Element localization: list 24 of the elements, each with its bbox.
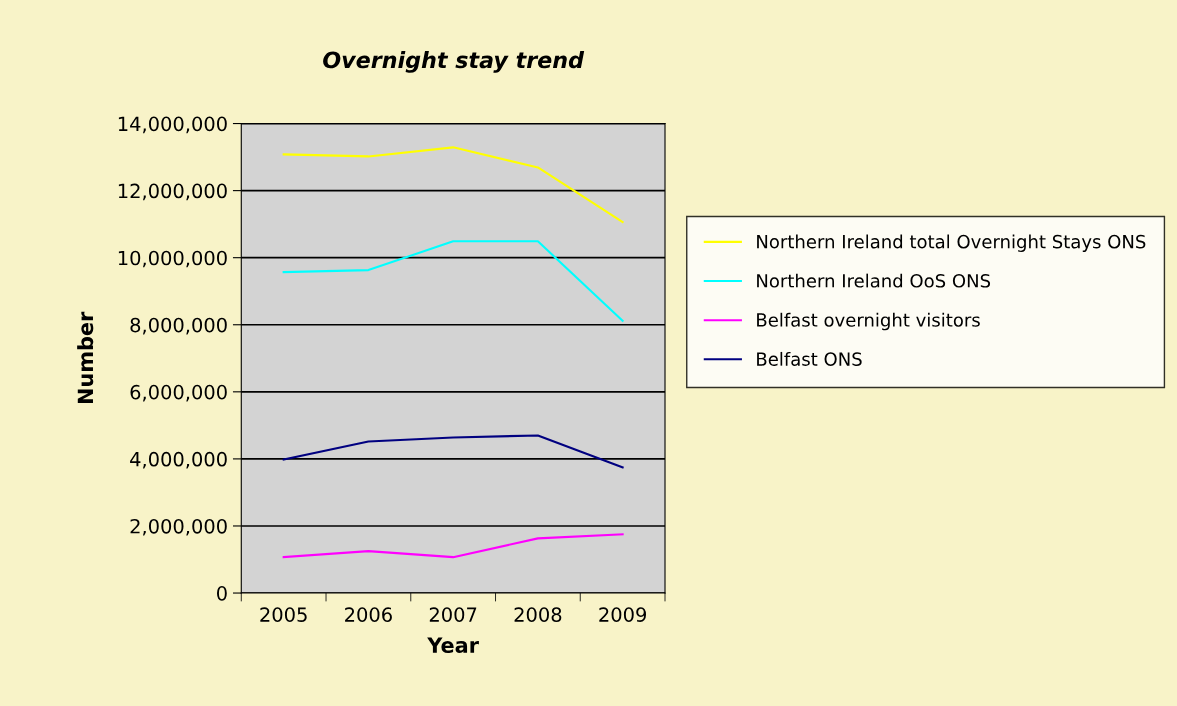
y-tick-label: 14,000,000 [118, 116, 227, 134]
x-tick-label: 2005 [260, 607, 307, 622]
line-series [282, 434, 624, 469]
y-axis-title: Number [77, 311, 94, 404]
x-axis-title: Year [427, 637, 479, 653]
legend-label: Belfast overnight visitors [757, 312, 980, 331]
y-tick-label: 0 [217, 586, 227, 601]
line-series [282, 146, 624, 224]
legend-label: Northern Ireland OoS ONS [757, 273, 991, 288]
legend-label: Belfast ONS [757, 351, 862, 366]
x-tick-label: 2007 [429, 607, 477, 622]
x-tick-label: 2006 [345, 607, 392, 622]
y-tick-label: 10,000,000 [118, 250, 227, 268]
x-tick-label: 2008 [514, 607, 562, 622]
line-series [282, 240, 624, 322]
legend-label: Northern Ireland total Overnight Stays ONS [757, 234, 1146, 252]
y-tick-label: 8,000,000 [130, 317, 227, 335]
y-tick-label: 2,000,000 [130, 518, 227, 536]
y-tick-label: 12,000,000 [118, 183, 227, 201]
y-tick-label: 4,000,000 [130, 451, 227, 469]
y-tick-label: 6,000,000 [130, 384, 227, 402]
line-series [282, 533, 624, 559]
chart-title: Overnight stay trend [323, 51, 585, 73]
x-tick-label: 2009 [599, 607, 647, 622]
